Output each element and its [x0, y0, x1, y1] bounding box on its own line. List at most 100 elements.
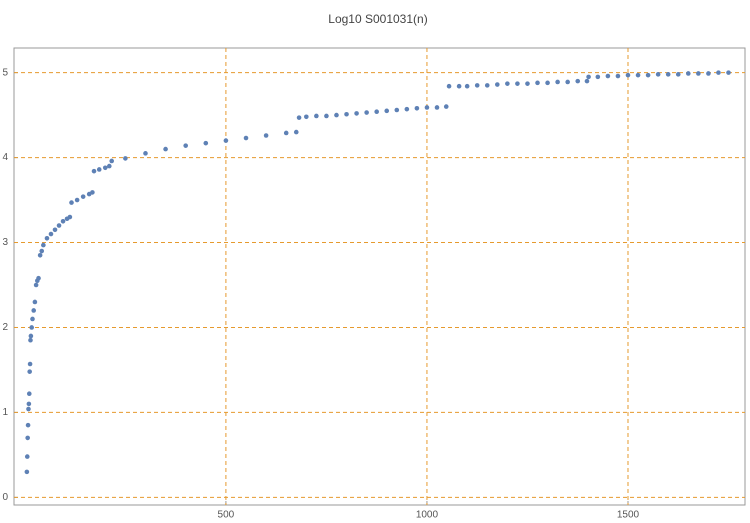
point: [515, 81, 520, 86]
point: [56, 223, 62, 228]
point: [28, 337, 33, 343]
point: [26, 391, 32, 397]
point: [32, 299, 38, 305]
point: [60, 218, 66, 224]
point: [324, 113, 329, 119]
y-tick-label: 1: [2, 407, 8, 418]
point: [27, 369, 32, 374]
point: [28, 333, 34, 339]
point: [535, 80, 540, 86]
point: [24, 469, 30, 475]
point: [344, 111, 349, 117]
point: [106, 163, 112, 169]
point: [25, 422, 31, 428]
point: [696, 71, 701, 76]
x-tick-label: 1000: [416, 510, 439, 521]
point: [586, 74, 591, 80]
point: [293, 129, 299, 135]
point: [90, 190, 95, 195]
point: [384, 108, 390, 114]
point: [484, 83, 490, 88]
y-tick-label: 2: [2, 322, 8, 333]
point: [304, 114, 309, 120]
point: [36, 275, 41, 281]
point: [109, 158, 115, 164]
point: [404, 106, 410, 112]
point: [394, 107, 400, 113]
point: [143, 151, 148, 156]
point: [456, 83, 462, 89]
point: [163, 146, 168, 152]
point: [39, 248, 45, 254]
plot-frame: [13, 47, 746, 506]
point: [30, 316, 35, 322]
point: [726, 70, 731, 75]
y-tick-label: 3: [2, 237, 8, 248]
point: [25, 435, 30, 441]
point: [183, 143, 188, 148]
point: [263, 133, 269, 138]
point: [495, 82, 500, 87]
point: [283, 130, 289, 136]
point: [706, 71, 711, 76]
point: [27, 361, 33, 367]
point: [33, 282, 39, 288]
y-tick-label: 5: [2, 67, 8, 78]
point: [605, 73, 611, 79]
point: [474, 83, 480, 88]
y-tick-label: 0: [2, 492, 8, 503]
point: [595, 74, 601, 80]
chart-title: Log10 S001031(n): [328, 12, 427, 26]
point: [414, 106, 420, 111]
point: [91, 168, 97, 174]
point: [314, 113, 319, 119]
point: [80, 194, 86, 199]
point: [505, 81, 510, 86]
point: [525, 81, 530, 86]
point: [69, 200, 74, 205]
point: [243, 135, 249, 141]
point: [686, 71, 691, 76]
point: [443, 104, 449, 109]
y-tick-label: 4: [2, 152, 8, 163]
point: [635, 72, 641, 78]
point: [374, 109, 379, 115]
point: [24, 454, 30, 459]
point: [223, 138, 229, 143]
point: [296, 115, 302, 120]
point: [74, 197, 80, 203]
point: [555, 79, 560, 85]
point: [675, 72, 681, 77]
point: [665, 72, 671, 77]
point: [123, 156, 128, 161]
point: [102, 165, 108, 171]
point: [434, 105, 440, 110]
point: [96, 167, 102, 172]
point: [615, 73, 621, 79]
point: [334, 112, 339, 118]
point: [26, 406, 31, 412]
point: [625, 72, 631, 78]
point: [464, 83, 470, 89]
point: [203, 140, 209, 146]
point: [424, 105, 430, 110]
point: [575, 78, 581, 84]
point: [364, 110, 369, 115]
point: [26, 401, 32, 407]
point: [48, 231, 54, 237]
point: [41, 242, 46, 248]
x-tick-label: 1500: [617, 510, 640, 521]
point: [716, 70, 721, 75]
point: [545, 80, 550, 86]
point: [67, 214, 73, 220]
point: [29, 325, 34, 330]
point: [645, 72, 651, 78]
point: [37, 252, 43, 258]
point: [655, 72, 661, 77]
point: [354, 111, 359, 116]
x-tick-label: 500: [218, 510, 235, 521]
point: [584, 78, 590, 84]
point: [565, 79, 570, 85]
point: [446, 83, 452, 89]
